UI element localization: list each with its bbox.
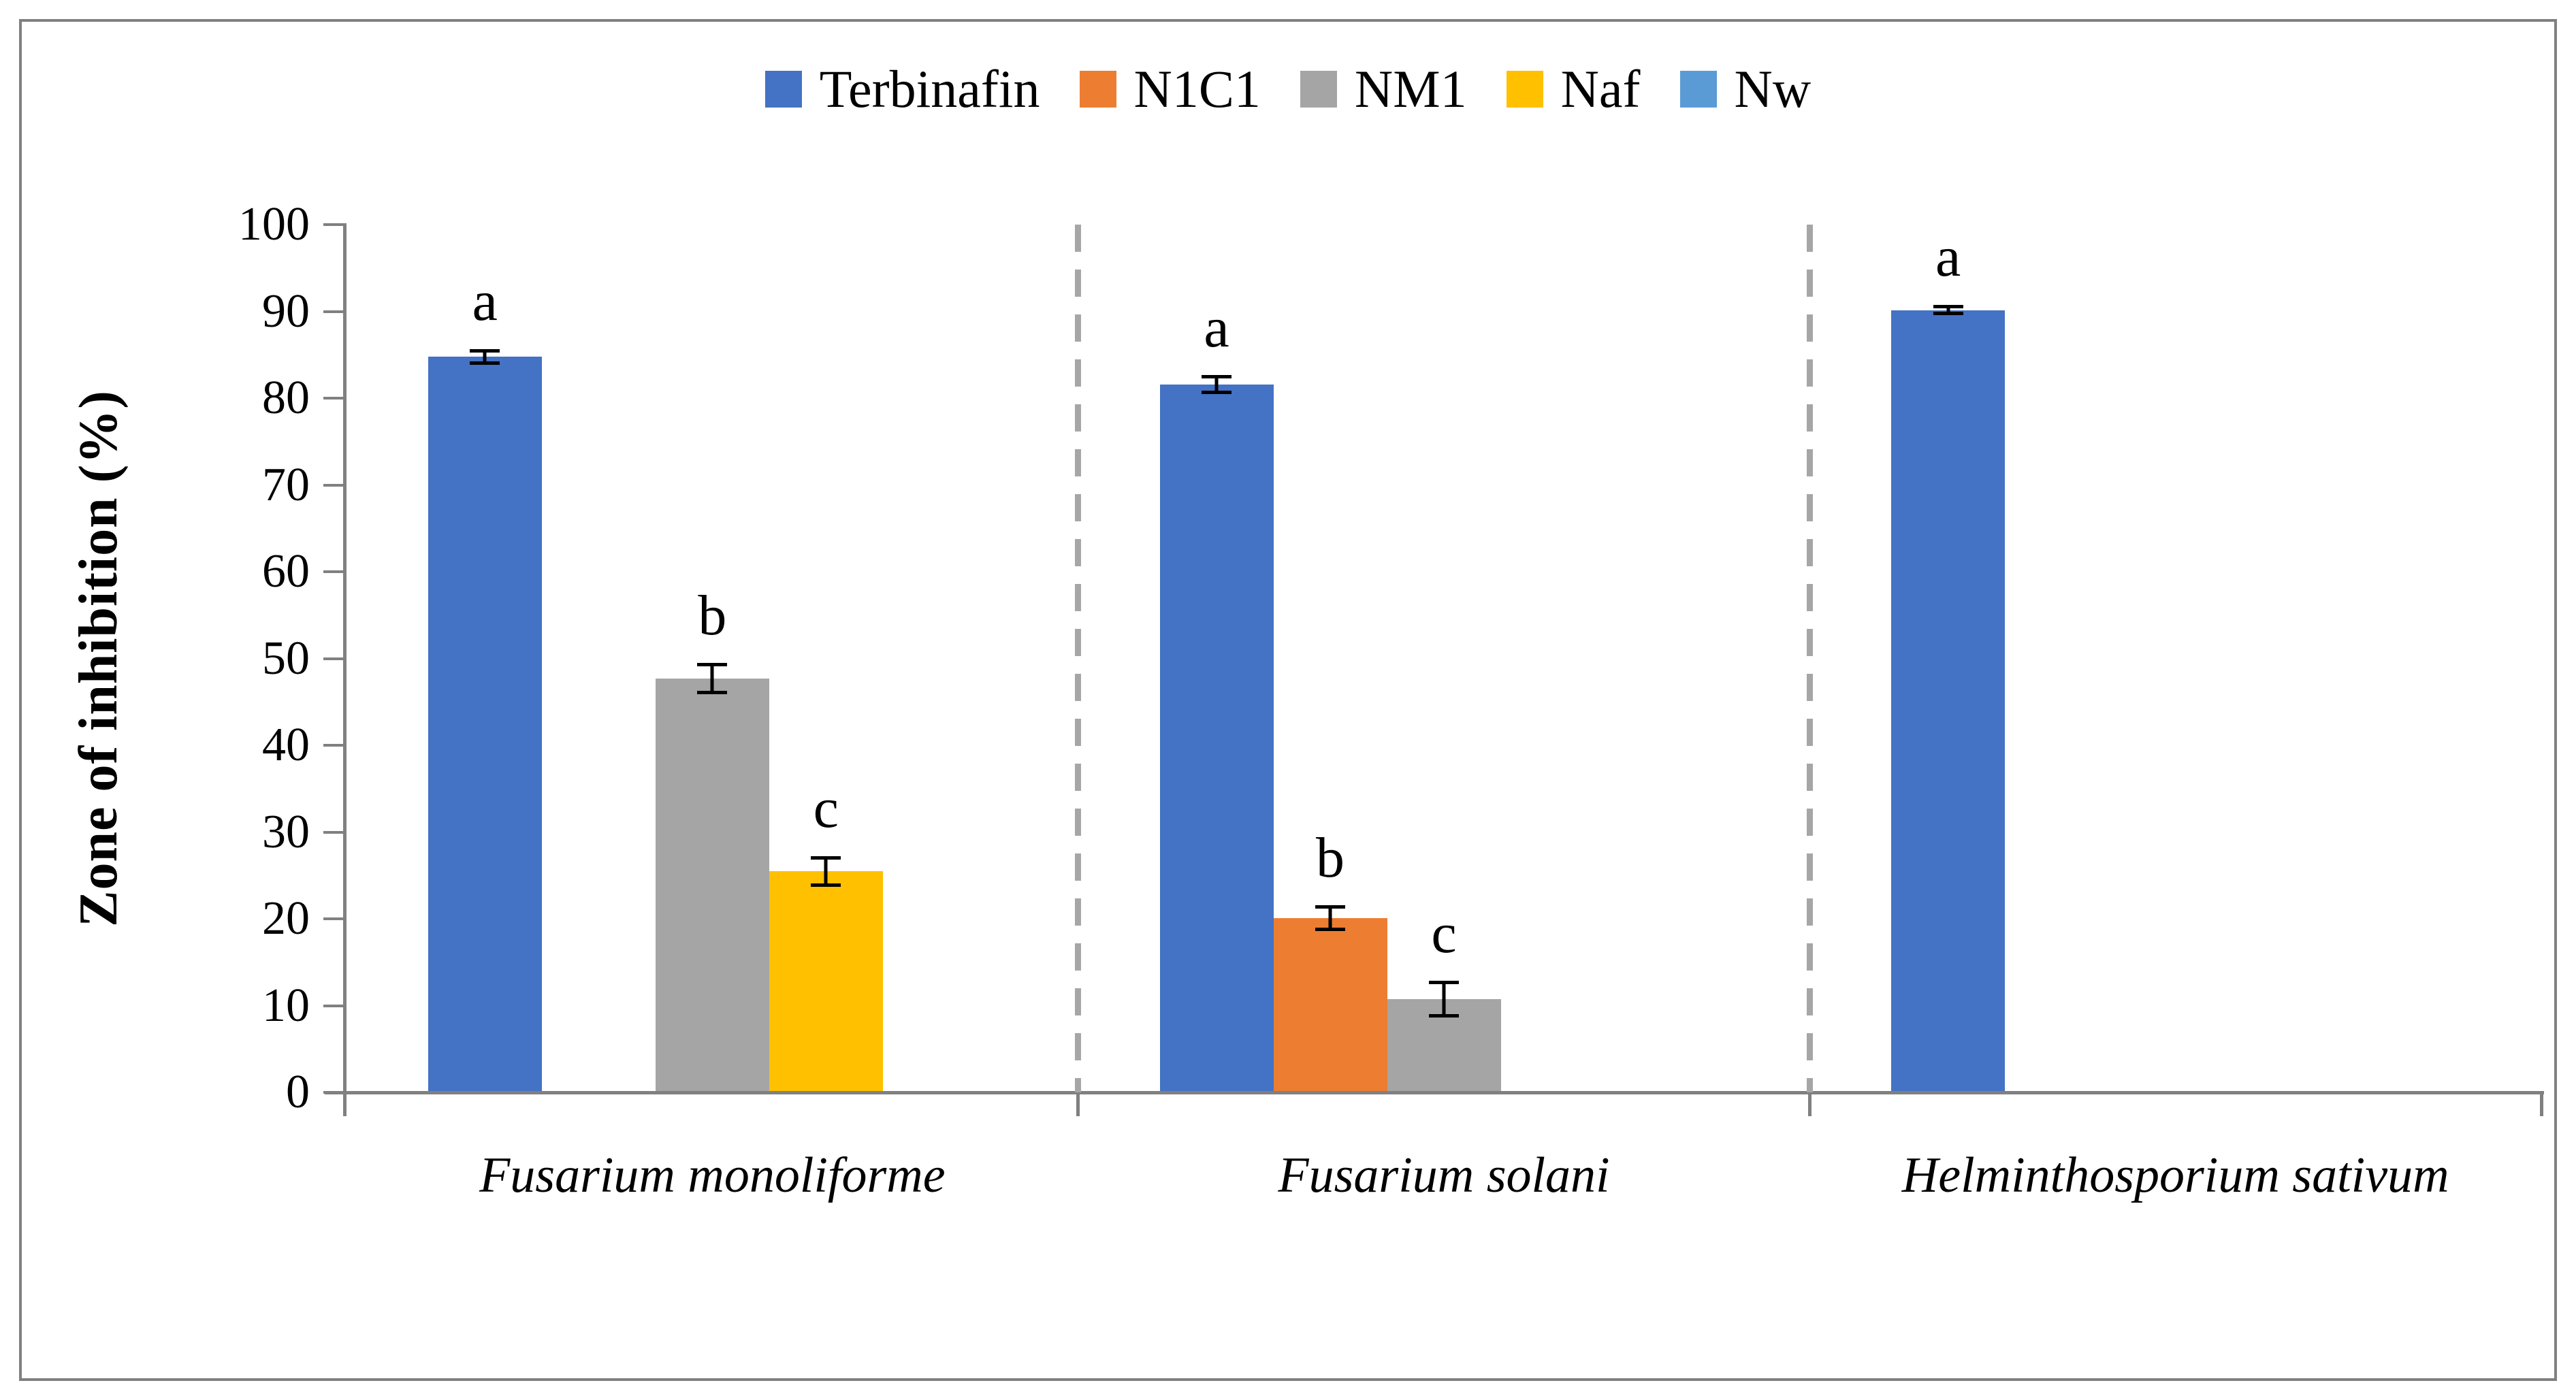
error-bar-cap <box>470 348 500 353</box>
y-axis-tick-labels: 100 90 80 70 60 50 40 30 20 10 0 <box>157 201 310 1116</box>
significance-letter: a <box>1204 295 1229 359</box>
bar-naf-fusarium-monoliforme <box>769 871 883 1091</box>
bar-terbinafin-fusarium-solani <box>1159 385 1274 1091</box>
significance-letter: b <box>1316 826 1345 890</box>
error-bar <box>1328 907 1332 930</box>
legend-label: Terbinafin <box>819 59 1040 118</box>
y-tick-label: 40 <box>262 719 310 771</box>
y-tick-label: 100 <box>238 198 310 250</box>
error-bar-cap <box>1202 391 1231 395</box>
error-bar-cap <box>1429 981 1459 985</box>
category-separator-line <box>1075 225 1082 1092</box>
y-axis-line <box>343 225 347 1116</box>
error-bar-cap <box>697 691 728 695</box>
y-tick-label: 0 <box>286 1066 310 1118</box>
y-tick-mark <box>323 1004 347 1007</box>
legend-item-nw: Nw <box>1679 59 1812 118</box>
y-tick-mark <box>323 657 347 660</box>
error-bar-cap <box>1315 905 1345 909</box>
error-bar <box>1214 376 1219 393</box>
bar-nm1-fusarium-monoliforme <box>655 679 769 1091</box>
x-axis-line <box>325 1091 2544 1094</box>
y-tick-mark <box>323 917 347 920</box>
y-tick-mark <box>323 310 347 313</box>
y-axis-title-wrap: Zone of inhibition (%) <box>41 225 157 1092</box>
bar-terbinafin-fusarium-monoliforme <box>428 357 542 1091</box>
legend-swatch-icon <box>1506 71 1543 108</box>
significance-letter: c <box>1431 901 1457 965</box>
legend-item-terbinafin: Terbinafin <box>764 59 1040 118</box>
y-tick-mark <box>323 1091 347 1094</box>
legend-item-n1c1: N1C1 <box>1079 59 1261 118</box>
legend-label: Naf <box>1560 59 1641 118</box>
y-tick-label: 90 <box>262 284 310 338</box>
error-bar-cap <box>811 883 841 888</box>
y-tick-label: 10 <box>262 979 310 1032</box>
plot-area: a a a b b c c <box>325 225 2544 1116</box>
y-tick-mark <box>323 830 347 834</box>
error-bar <box>824 858 828 885</box>
y-tick-label: 60 <box>262 545 310 598</box>
legend-swatch-icon <box>764 71 802 108</box>
legend-label: NM1 <box>1354 59 1467 118</box>
error-bar <box>710 664 714 693</box>
legend-swatch-icon <box>1679 71 1717 108</box>
x-category-label-helminthosporium-sativum: Helminthosporium sativum <box>1901 1147 2449 1203</box>
significance-letter: a <box>472 270 498 333</box>
legend-swatch-icon <box>1079 71 1116 108</box>
x-axis-boundary-tick <box>2539 1094 2543 1116</box>
y-tick-label: 50 <box>262 632 310 685</box>
y-axis-title: Zone of inhibition (%) <box>68 390 129 927</box>
y-tick-label: 20 <box>262 892 310 945</box>
error-bar-cap <box>470 361 500 365</box>
legend-item-nm1: NM1 <box>1300 63 1467 116</box>
y-tick-mark <box>323 223 347 226</box>
y-tick-label: 80 <box>262 372 310 424</box>
error-bar-cap <box>1933 304 1963 308</box>
category-separator-line <box>1806 225 1813 1092</box>
error-bar-cap <box>811 856 841 860</box>
error-bar-cap <box>1429 1013 1459 1018</box>
error-bar-cap <box>1933 312 1963 316</box>
y-tick-mark <box>323 397 347 400</box>
x-category-label-fusarium-solani: Fusarium solani <box>1278 1147 1610 1203</box>
y-tick-mark <box>323 570 347 573</box>
significance-letter: b <box>698 583 727 647</box>
significance-letter: c <box>813 777 839 841</box>
legend: Terbinafin N1C1 NM1 Naf Nw <box>0 63 2576 116</box>
significance-letter: a <box>1935 225 1961 289</box>
y-tick-label: 70 <box>262 458 310 511</box>
x-category-label-fusarium-monoliforme: Fusarium monoliforme <box>479 1147 946 1203</box>
x-axis-boundary-tick <box>1807 1094 1812 1116</box>
legend-label: N1C1 <box>1133 59 1261 118</box>
bar-n1c1-fusarium-solani <box>1273 918 1387 1091</box>
error-bar-cap <box>1202 375 1231 379</box>
y-tick-label: 30 <box>262 805 310 858</box>
error-bar-cap <box>697 663 728 667</box>
y-tick-mark <box>323 483 347 487</box>
error-bar <box>1442 982 1446 1016</box>
legend-swatch-icon <box>1300 71 1337 108</box>
y-tick-mark <box>323 744 347 747</box>
error-bar <box>483 351 487 363</box>
bar-terbinafin-helminthosporium-sativum <box>1891 310 2006 1091</box>
x-axis-boundary-tick <box>1076 1094 1080 1116</box>
error-bar <box>1946 306 1950 314</box>
error-bar-cap <box>1315 928 1345 932</box>
legend-label: Nw <box>1734 59 1812 118</box>
legend-item-naf: Naf <box>1506 59 1641 118</box>
